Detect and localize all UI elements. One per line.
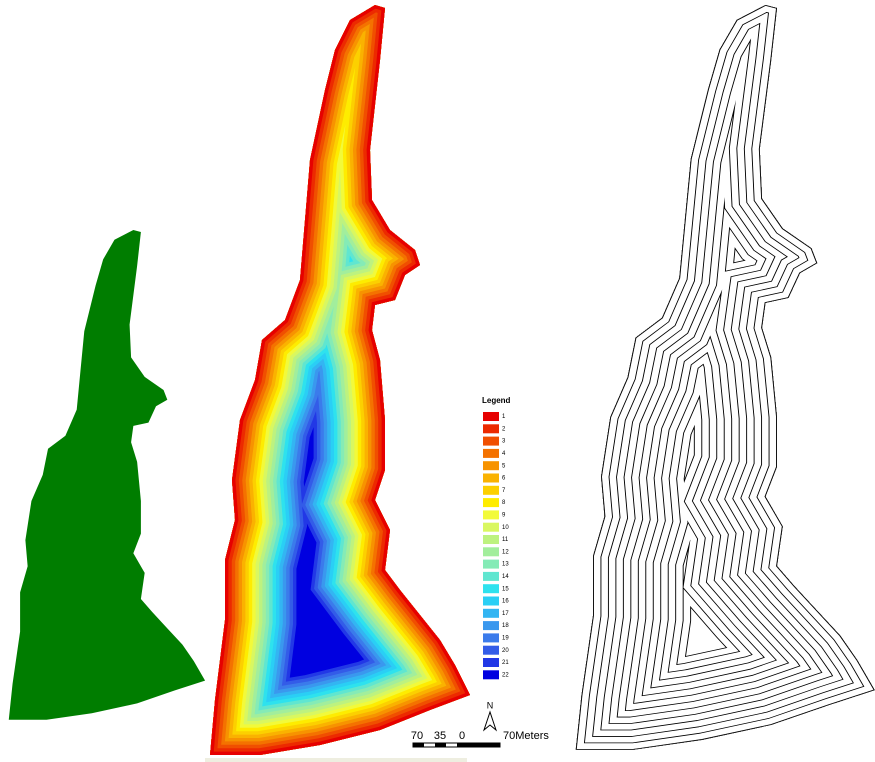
legend-label: 5 — [502, 463, 506, 469]
legend-label: 8 — [502, 500, 506, 506]
map-frame-edge — [205, 758, 467, 762]
figure: Legend 123456789101112131415161718192021… — [0, 0, 875, 762]
legend-label: 16 — [502, 599, 509, 605]
legend-swatch — [483, 510, 499, 519]
green-shape — [9, 230, 205, 720]
scale-label: 70 — [411, 730, 423, 742]
legend-label: 1 — [502, 414, 506, 420]
legend-swatch — [483, 424, 499, 433]
contour-map — [576, 5, 875, 750]
legend-label: 2 — [502, 426, 506, 432]
legend-label: 3 — [502, 439, 506, 445]
legend-label: 14 — [502, 574, 509, 580]
scale-bar-segment — [435, 743, 446, 747]
legend-swatch — [483, 633, 499, 642]
legend-label: 17 — [502, 611, 509, 617]
scale-bar-segment — [457, 743, 500, 747]
depth-map — [210, 5, 470, 755]
legend-swatch — [483, 547, 499, 556]
legend-title: Legend — [482, 396, 511, 405]
legend-label: 19 — [502, 635, 509, 641]
north-arrow: N — [484, 700, 496, 730]
legend-swatch — [483, 646, 499, 655]
scale-bar: 70 35 0 70Meters — [411, 730, 549, 747]
scale-label: 35 — [434, 730, 446, 742]
legend-label: 4 — [502, 451, 506, 457]
legend-swatch — [483, 461, 499, 470]
legend-label: 20 — [502, 648, 509, 654]
legend-swatch — [483, 658, 499, 667]
legend-swatch — [483, 621, 499, 630]
north-symbol — [484, 712, 496, 730]
contours — [576, 5, 875, 750]
legend-label: 10 — [502, 525, 509, 531]
legend-label: 11 — [502, 537, 509, 543]
legend-label: 9 — [502, 512, 506, 518]
legend-swatch — [483, 437, 499, 446]
legend-label: 7 — [502, 488, 506, 494]
legend-label: 6 — [502, 476, 506, 482]
scale-bar-segment — [413, 743, 424, 747]
legend-swatch — [483, 535, 499, 544]
legend-label: 22 — [502, 672, 509, 678]
legend-swatch — [483, 572, 499, 581]
legend-label: 12 — [502, 549, 509, 555]
legend-swatch — [483, 670, 499, 679]
legend-label: 13 — [502, 562, 509, 568]
legend-label: 18 — [502, 623, 509, 629]
legend-label: 15 — [502, 586, 509, 592]
legend-swatch — [483, 449, 499, 458]
legend-label: 21 — [502, 660, 509, 666]
green-area — [9, 230, 205, 720]
depth-bands — [210, 5, 470, 755]
legend-swatch — [483, 486, 499, 495]
legend-swatch — [483, 523, 499, 532]
legend-swatch — [483, 560, 499, 569]
legend-swatch — [483, 597, 499, 606]
legend-swatch — [483, 474, 499, 483]
legend-swatch — [483, 412, 499, 421]
scale-label: 70Meters — [503, 730, 549, 742]
north-label: N — [487, 700, 494, 710]
legend-swatch — [483, 584, 499, 593]
scale-label: 0 — [459, 730, 465, 742]
legend-swatch — [483, 498, 499, 507]
legend-swatch — [483, 609, 499, 618]
